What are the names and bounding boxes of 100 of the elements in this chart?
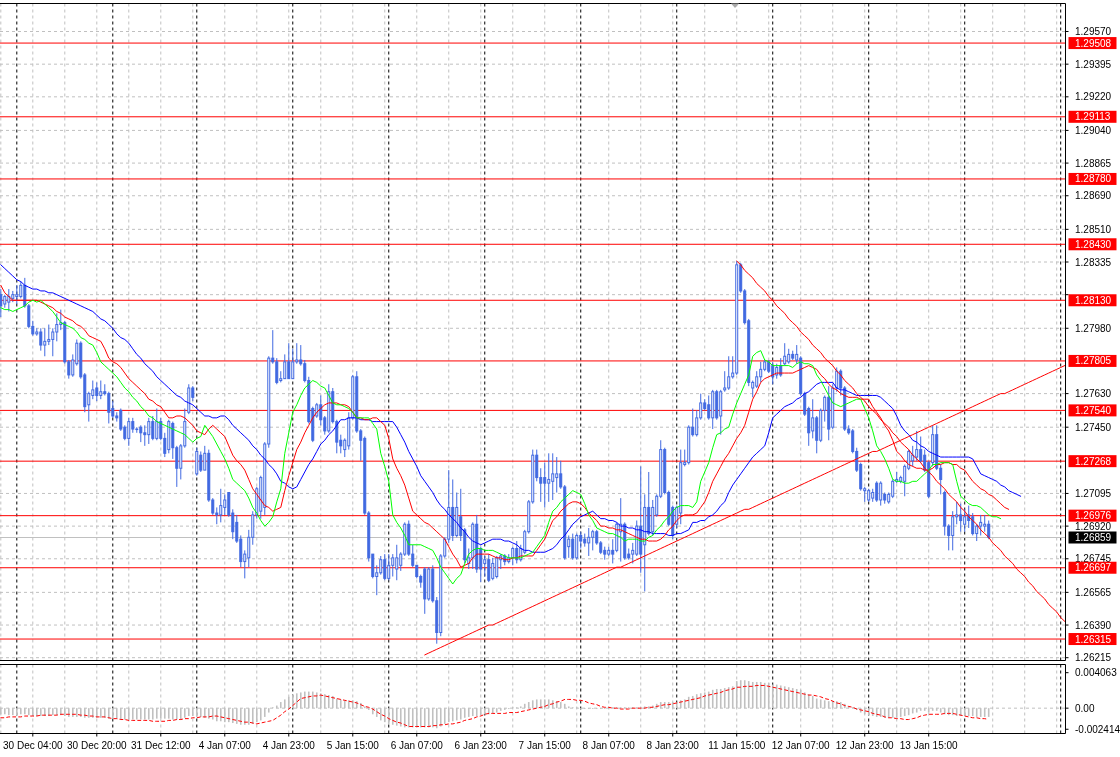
candlestick — [783, 342, 787, 367]
y-tick-label: 1.26215 — [1075, 652, 1112, 664]
candlestick — [155, 408, 159, 441]
x-tick-label: 8 Jan 23:00 — [646, 739, 700, 751]
candlestick — [387, 553, 391, 581]
candlestick — [55, 312, 59, 342]
candlestick — [219, 488, 223, 523]
candlestick — [951, 510, 955, 551]
candlestick — [551, 452, 555, 501]
candlestick — [39, 327, 43, 352]
y-tick-label: 1.29395 — [1075, 58, 1112, 70]
candlestick — [875, 480, 879, 503]
x-tick-label: 6 Jan 23:00 — [454, 739, 508, 751]
candlestick — [971, 512, 975, 536]
candlestick — [963, 508, 967, 533]
y-tick-label: 1.26565 — [1075, 586, 1112, 598]
candlestick — [575, 533, 579, 561]
candlestick — [979, 514, 983, 536]
candlestick — [195, 447, 199, 477]
y-tick-label: 1.26920 — [1075, 520, 1112, 532]
ref-line-label: 1.29508 — [1075, 37, 1112, 49]
x-tick-label: 7 Jan 15:00 — [518, 739, 572, 751]
y-tick-label: 0.004063 — [1075, 667, 1118, 679]
candlestick — [879, 480, 883, 507]
y-tick-label: 1.29220 — [1075, 91, 1112, 103]
y-tick-label: 1.28510 — [1075, 223, 1112, 235]
x-tick-label: 12 Jan 23:00 — [835, 739, 895, 751]
candlestick — [379, 555, 383, 576]
ref-line-label: 1.29113 — [1075, 111, 1111, 123]
candlestick — [143, 424, 147, 447]
candlestick — [275, 357, 279, 385]
y-tick-label: 1.26745 — [1075, 553, 1112, 565]
ref-line-label: 1.28430 — [1075, 238, 1112, 250]
candlestick — [383, 553, 387, 581]
candlestick — [487, 553, 491, 583]
y-tick-label: -0.002414 — [1075, 723, 1120, 735]
candlestick — [491, 557, 495, 581]
candlestick — [707, 394, 711, 421]
y-tick-label: 1.27980 — [1075, 322, 1112, 334]
candlestick — [543, 462, 547, 508]
y-tick-label: 1.28690 — [1075, 190, 1112, 202]
candlestick — [43, 327, 47, 357]
ref-line-label: 1.26976 — [1075, 510, 1112, 522]
x-tick-label: 31 Dec 12:00 — [131, 739, 191, 751]
candlestick — [547, 452, 551, 503]
x-tick-label: 8 Jan 07:00 — [582, 739, 636, 751]
x-tick-label: 6 Jan 07:00 — [390, 739, 444, 751]
candlestick — [759, 361, 763, 383]
candlestick — [0, 288, 3, 318]
candlestick — [811, 398, 815, 439]
candlestick — [287, 342, 291, 380]
y-tick-label: 1.28335 — [1075, 256, 1112, 268]
candlestick — [151, 415, 155, 441]
candlestick — [223, 493, 227, 516]
candlestick — [511, 546, 515, 566]
candlestick — [99, 380, 103, 400]
x-tick-label: 30 Dec 04:00 — [3, 739, 63, 751]
candlestick — [47, 324, 51, 346]
ref-line-label: 1.27268 — [1075, 455, 1112, 467]
candlestick — [891, 478, 895, 499]
y-tick-label: 1.29570 — [1075, 26, 1112, 37]
ref-line-label: 1.26697 — [1075, 562, 1112, 574]
candlestick — [571, 533, 575, 561]
ref-line-label: 1.27540 — [1075, 404, 1112, 416]
candlestick — [95, 381, 99, 402]
ref-line-label: 1.28780 — [1075, 173, 1112, 185]
candlestick — [959, 503, 963, 533]
candlestick — [7, 288, 11, 312]
candlestick — [51, 327, 55, 357]
x-tick-label: 11 Jan 15:00 — [708, 739, 766, 751]
ref-line-label: 1.26315 — [1075, 633, 1112, 645]
candlestick — [199, 450, 203, 473]
x-tick-label: 4 Jan 07:00 — [198, 739, 252, 751]
candlestick — [283, 353, 287, 380]
candlestick — [107, 391, 111, 424]
candlestick — [987, 520, 991, 540]
x-tick-label: 4 Jan 23:00 — [262, 739, 316, 751]
candlestick — [127, 417, 131, 447]
candlestick — [555, 456, 559, 494]
ref-line-label: 1.26859 — [1075, 532, 1112, 543]
candlestick — [723, 370, 727, 393]
x-tick-label: 30 Dec 20:00 — [67, 739, 127, 751]
candlestick — [587, 527, 591, 557]
candlestick — [147, 417, 151, 445]
x-tick-label: 5 Jan 15:00 — [326, 739, 380, 751]
y-tick-label: 1.29040 — [1075, 124, 1112, 136]
y-tick-label: 1.28865 — [1075, 157, 1112, 169]
candlestick — [291, 348, 295, 380]
y-tick-label: 1.27095 — [1075, 487, 1112, 499]
candlestick — [727, 355, 731, 391]
candlestick — [15, 284, 19, 305]
candlestick — [591, 529, 595, 551]
x-tick-label: 13 Jan 15:00 — [899, 739, 959, 751]
candlestick — [915, 430, 919, 462]
ref-line-label: 1.28130 — [1075, 294, 1112, 306]
candlestick — [395, 544, 399, 581]
y-tick-label: 1.27630 — [1075, 388, 1112, 400]
y-tick-label: 1.27450 — [1075, 421, 1112, 433]
y-tick-label: 0.00 — [1075, 702, 1095, 714]
x-tick-label: 12 Jan 07:00 — [771, 739, 831, 751]
